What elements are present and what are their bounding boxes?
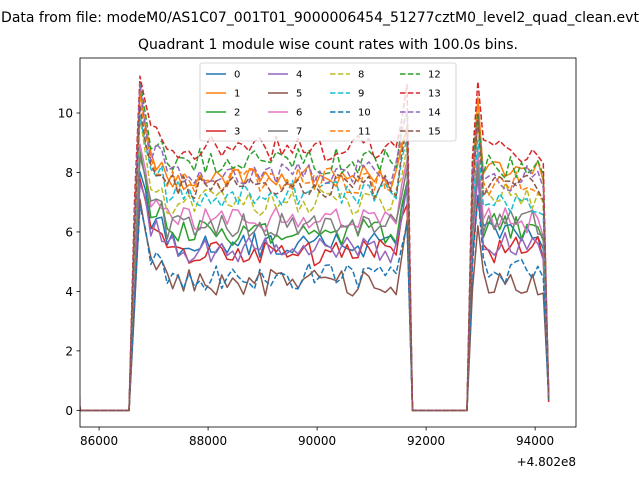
legend-label-4: 4 [296,70,302,81]
legend-label-8: 8 [358,70,364,81]
y-tick-label: 0 [65,404,73,418]
series-line-13 [80,75,550,412]
legend-label-10: 10 [358,108,371,119]
y-tick-label: 6 [65,225,73,239]
x-tick-label: 90000 [298,434,336,448]
x-axis: 86000 88000 90000 92000 94000 [80,427,554,448]
series-line-14 [80,82,550,412]
figure-suptitle: Data from file: modeM0/AS1C07_001T01_900… [1,10,639,26]
legend-label-5: 5 [296,89,302,100]
legend-label-6: 6 [296,108,302,119]
legend-label-14: 14 [428,108,441,119]
series-line-15 [80,105,550,412]
legend-label-2: 2 [234,108,240,119]
x-tick-label: 94000 [516,434,554,448]
plot-area [79,57,577,428]
x-tick-label: 86000 [80,434,118,448]
legend-label-3: 3 [234,127,240,138]
y-tick-label: 4 [65,285,73,299]
legend-label-1: 1 [234,89,240,100]
legend-label-15: 15 [428,127,441,138]
x-offset-label: +4.802e8 [517,455,576,469]
x-tick-label: 88000 [189,434,227,448]
y-tick-label: 8 [65,166,73,180]
legend-label-0: 0 [234,70,240,81]
legend-label-12: 12 [428,70,441,81]
legend-frame [199,62,457,142]
axes-frame [79,57,577,428]
y-tick-label: 10 [58,107,73,121]
legend-label-7: 7 [296,127,302,138]
legend-label-13: 13 [428,89,441,100]
legend-label-11: 11 [358,127,371,138]
x-tick-label: 92000 [407,434,445,448]
legend-label-9: 9 [358,89,364,100]
chart-title: Quadrant 1 module wise count rates with … [138,37,518,53]
series-layer [80,75,550,412]
y-tick-label: 2 [65,344,73,358]
y-axis: 0 2 4 6 8 10 [58,107,80,418]
